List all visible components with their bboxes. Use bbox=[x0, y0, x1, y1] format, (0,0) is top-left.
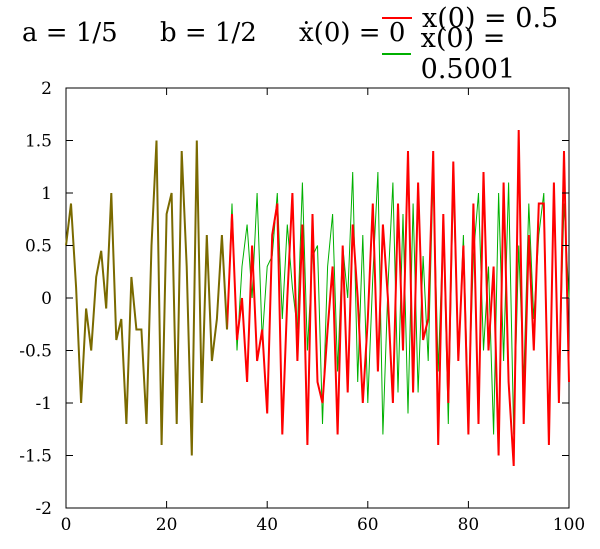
parameter-a: a = 1/5 bbox=[22, 18, 118, 48]
x-tick-label: 0 bbox=[61, 515, 72, 535]
series-line-overlap bbox=[65, 140, 228, 456]
y-tick-label: -1 bbox=[35, 394, 52, 414]
ticks-layer: 0 20 40 60 80 100 2 1.5 1 0.5 0 -0.5 -1 -1.5 -2 bbox=[19, 79, 585, 535]
x-tick-label: 80 bbox=[458, 515, 480, 535]
y-tick-label: -0.5 bbox=[19, 342, 52, 362]
y-tick-label: 2 bbox=[41, 79, 52, 99]
series-layer bbox=[65, 129, 570, 467]
legend-label-green: x(0) = 0.5001 bbox=[420, 23, 516, 85]
legend-entry-red: x(0) = 0.5 bbox=[382, 0, 600, 36]
x-tick-label: 60 bbox=[357, 515, 379, 535]
legend: x(0) = 0.5 x(0) = 0.5001 bbox=[382, 0, 600, 85]
x-tick-label: 40 bbox=[256, 515, 278, 535]
y-tick-label: 1 bbox=[41, 184, 52, 204]
parameter-b: b = 1/2 bbox=[159, 18, 257, 48]
plot-area bbox=[65, 87, 570, 509]
series-line-green bbox=[226, 171, 570, 435]
legend-swatch-green bbox=[382, 53, 411, 55]
legend-entry-green: x(0) = 0.5001 bbox=[382, 23, 600, 85]
y-tick-label: 0.5 bbox=[25, 237, 52, 257]
y-tick-label: 1.5 bbox=[25, 132, 52, 152]
legend-swatch-red bbox=[382, 17, 412, 19]
parameter-initial-velocity: ẋ(0) = 0 bbox=[299, 18, 406, 48]
y-tick-label: -1.5 bbox=[19, 447, 52, 467]
y-tick-label: -2 bbox=[35, 499, 52, 519]
x-tick-label: 100 bbox=[553, 515, 585, 535]
x-tick-label: 20 bbox=[156, 515, 178, 535]
y-tick-label: 0 bbox=[41, 289, 52, 309]
parameter-header: a = 1/5 b = 1/2 ẋ(0) = 0 bbox=[22, 18, 439, 48]
series-line-red bbox=[226, 129, 570, 467]
legend-label-red: x(0) = 0.5 bbox=[422, 2, 559, 34]
